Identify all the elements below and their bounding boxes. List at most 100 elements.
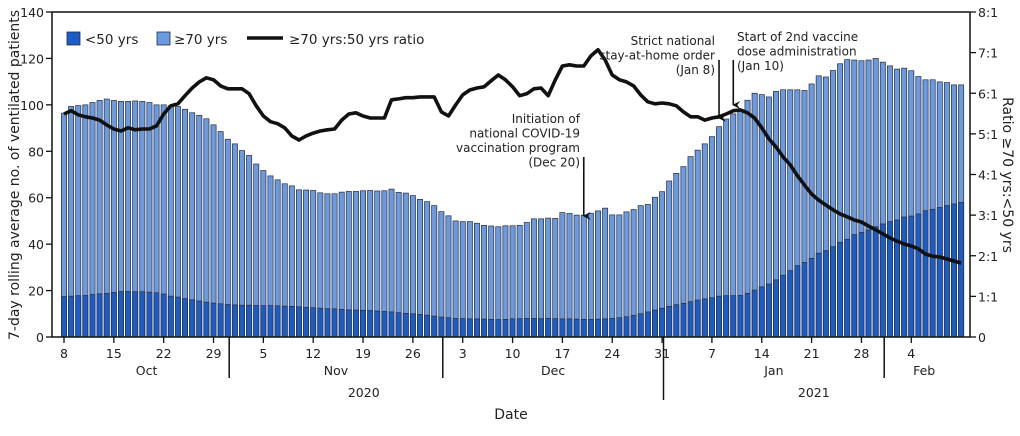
bar-under50	[189, 299, 196, 338]
bar-under50	[659, 307, 666, 338]
bar-under50	[815, 252, 822, 338]
bar-under50	[488, 319, 495, 338]
bar-under50	[174, 296, 181, 338]
y-left-tick-label: 40	[28, 237, 44, 252]
bar-under50	[951, 203, 957, 338]
year-label: 2020	[348, 385, 380, 400]
bar-under50	[253, 305, 260, 338]
bar-under50	[538, 318, 544, 338]
legend-swatch-70plus	[156, 31, 171, 46]
x-tick-label: 31	[654, 346, 670, 361]
bar-under50	[61, 296, 67, 338]
bar-under50	[716, 295, 722, 338]
x-tick-label: 8	[60, 346, 68, 361]
x-tick-label: 29	[206, 346, 222, 361]
x-tick-label: 5	[259, 346, 267, 361]
annotation-text: dose administration	[737, 45, 857, 59]
bar-under50	[901, 216, 908, 338]
bar-under50	[132, 291, 139, 338]
annotation-text: (Dec 20)	[528, 156, 580, 170]
bar-under50	[652, 309, 658, 338]
bar-under50	[552, 318, 559, 338]
bar-under50	[167, 295, 174, 338]
bar-under50	[424, 314, 431, 338]
bar-under50	[708, 297, 715, 338]
x-tick-label: 19	[355, 346, 371, 361]
x-tick-label: 3	[459, 346, 467, 361]
bar-under50	[751, 289, 758, 338]
bar-under50	[587, 319, 594, 338]
bar-under50	[616, 317, 623, 338]
bar-under50	[281, 305, 288, 338]
y-left-tick-label: 120	[20, 51, 44, 66]
ratio-line	[63, 47, 962, 265]
bar-under50	[687, 301, 694, 338]
bar-under50	[801, 262, 808, 338]
bar-under50	[516, 318, 523, 338]
bar-70plus	[595, 210, 601, 338]
bar-under50	[609, 318, 616, 338]
annotation-text: (Jan 10)	[737, 59, 784, 73]
bar-under50	[623, 316, 630, 338]
bar-under50	[110, 292, 117, 338]
bar-under50	[787, 270, 794, 338]
bar-under50	[82, 295, 89, 338]
bar-under50	[858, 231, 865, 338]
x-tick-label: 4	[907, 346, 915, 361]
annotation-text: vaccination program	[456, 141, 580, 155]
month-label: Feb	[913, 363, 935, 378]
bar-under50	[345, 309, 352, 338]
month-label: Jan	[763, 363, 783, 378]
bar-under50	[417, 314, 423, 338]
bar-70plus	[602, 207, 609, 338]
annotation-text: Initiation of	[512, 112, 581, 126]
bar-under50	[324, 308, 331, 338]
bar-under50	[865, 229, 872, 338]
x-tick-label: 24	[604, 346, 620, 361]
bar-under50	[559, 318, 566, 338]
month-label: Nov	[324, 363, 349, 378]
bar-70plus	[587, 212, 594, 338]
bar-under50	[431, 315, 438, 338]
bar-under50	[545, 318, 552, 338]
bar-under50	[231, 304, 238, 338]
bar-under50	[452, 318, 459, 338]
bar-under50	[922, 210, 929, 338]
bar-under50	[409, 313, 416, 338]
bar-under50	[139, 291, 146, 338]
bar-under50	[837, 241, 844, 338]
bar-under50	[701, 298, 708, 338]
annotation-text: Strict national	[631, 34, 715, 48]
bar-under50	[630, 315, 637, 338]
y-right-tick-label: 2:1	[978, 249, 998, 264]
bar-under50	[274, 305, 281, 338]
bar-under50	[794, 265, 801, 338]
bar-under50	[509, 318, 516, 338]
bar-under50	[217, 303, 224, 338]
bar-under50	[602, 318, 609, 338]
bar-70plus	[566, 213, 573, 338]
ratio-line-layer	[63, 47, 962, 265]
y-right-tick-label: 5:1	[978, 127, 998, 142]
bar-70plus	[573, 214, 580, 338]
bar-under50	[331, 308, 338, 338]
bar-under50	[566, 318, 573, 338]
legend-label: <50 yrs	[85, 32, 138, 48]
bar-under50	[224, 304, 231, 338]
bar-under50	[96, 293, 103, 338]
bar-under50	[822, 250, 829, 338]
bar-under50	[445, 317, 452, 338]
bar-under50	[915, 213, 922, 338]
bar-under50	[182, 298, 188, 338]
bar-under50	[203, 301, 210, 338]
bar-under50	[530, 318, 537, 338]
x-tick-label: 14	[754, 346, 770, 361]
y-right-tick-label: 6:1	[978, 86, 998, 101]
y-right-tick-label: 0	[978, 330, 986, 345]
x-tick-label: 28	[853, 346, 869, 361]
axes-layer: 0 20 40 60 80 100 120 140 0 1:1 2:1 3:1 4:1 5:1 6:1 7:1…	[7, 5, 1015, 423]
bar-under50	[381, 311, 388, 338]
bar-under50	[872, 226, 879, 338]
y-left-tick-label: 20	[28, 284, 44, 299]
